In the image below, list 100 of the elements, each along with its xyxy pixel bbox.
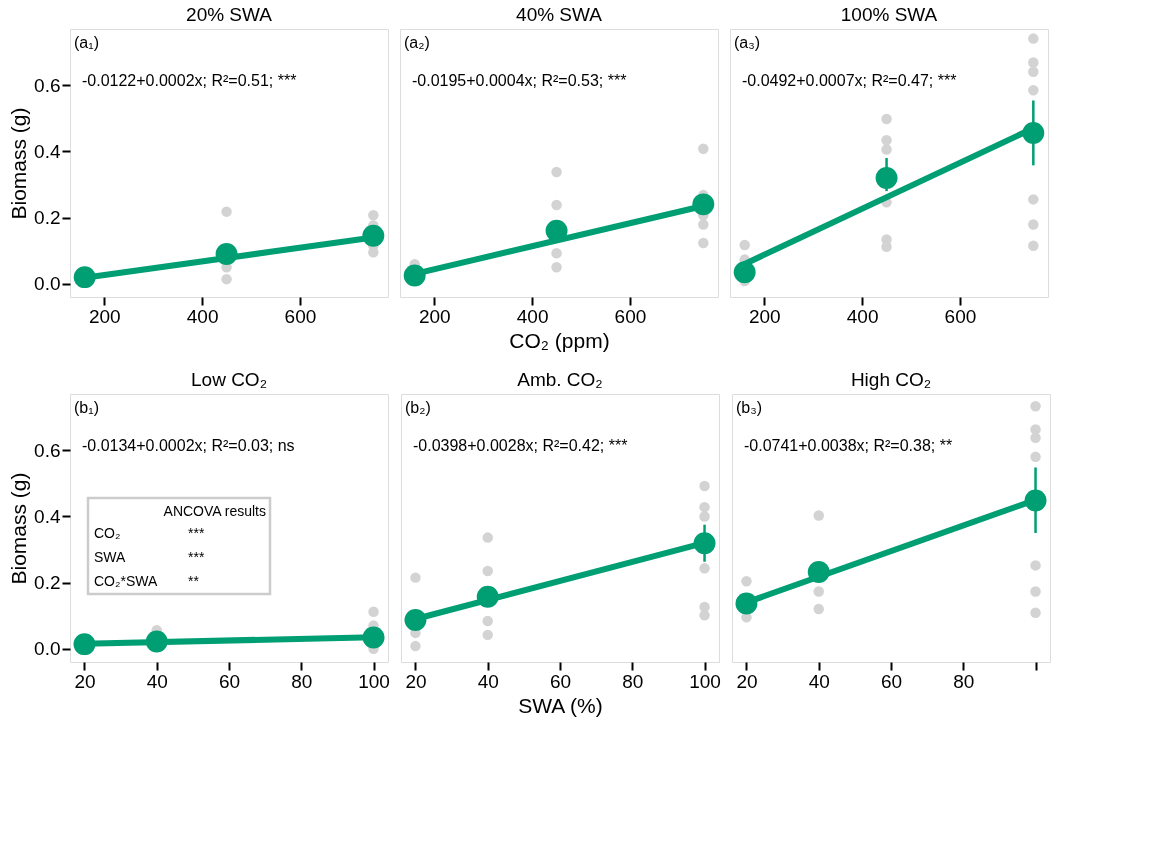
point: [482, 615, 493, 627]
point: [1028, 194, 1039, 205]
point: [699, 511, 710, 522]
point: [410, 640, 421, 652]
point: [735, 592, 758, 615]
point: [699, 563, 710, 574]
annotation: ***: [188, 549, 205, 565]
point: [404, 609, 427, 631]
x-tick-label: 100: [689, 670, 721, 692]
point: [875, 166, 898, 189]
x-tick-label: 200: [88, 305, 121, 327]
point: [699, 480, 710, 492]
point: [1030, 560, 1041, 571]
annotation: (b₁): [74, 399, 99, 416]
chart-title: 100% SWA: [840, 4, 938, 25]
annotation: (a₁): [74, 34, 99, 51]
x-tick-label: 60: [880, 670, 903, 692]
y-axis-title: Biomass (g): [7, 107, 31, 220]
annotation: -0.0122+0.0002x; R²=0.51; ***: [82, 72, 297, 89]
annotation: -0.0134+0.0002x; R²=0.03; ns: [82, 437, 295, 454]
y-tick-label: 0.2: [34, 572, 61, 594]
point: [145, 630, 168, 653]
annotation: -0.0195+0.0004x; R²=0.53; ***: [412, 72, 627, 89]
annotation: (b₂): [405, 399, 431, 416]
point: [551, 199, 562, 211]
point: [739, 239, 750, 251]
x-tick-label: 20: [736, 670, 758, 692]
x-axis-title: CO₂ (ppm): [509, 328, 610, 352]
x-tick-label: 40: [146, 670, 168, 692]
point: [881, 134, 892, 146]
y-axis-title: Biomass (g): [7, 472, 31, 585]
point: [1028, 240, 1039, 251]
annotation: -0.0492+0.0007x; R²=0.47; ***: [742, 72, 957, 89]
point: [1028, 57, 1039, 68]
point: [482, 565, 493, 577]
point: [1024, 489, 1047, 512]
x-tick-label: 200: [418, 305, 451, 327]
point: [813, 586, 824, 597]
point: [699, 501, 710, 513]
annotation: (a₂): [404, 34, 430, 51]
y-tick-label: 0.4: [34, 505, 61, 527]
point: [551, 261, 562, 273]
point: [881, 113, 892, 125]
x-tick-label: 20: [405, 670, 427, 692]
point: [403, 264, 426, 287]
point: [221, 206, 232, 217]
x-tick-label: 40: [477, 670, 499, 692]
x-tick-label: 400: [846, 305, 879, 327]
chart-title: Amb. CO₂: [517, 369, 603, 390]
point: [476, 585, 499, 608]
annotation: ***: [188, 525, 205, 541]
point: [73, 266, 96, 289]
point: [551, 166, 562, 178]
y-tick-label: 0.0: [34, 638, 61, 660]
x-tick-label: 80: [622, 670, 644, 692]
point: [692, 193, 715, 216]
y-tick-label: 0.6: [34, 74, 61, 96]
point: [362, 224, 385, 247]
point: [698, 237, 709, 249]
point: [1028, 84, 1039, 96]
x-tick-label: 80: [953, 670, 975, 692]
annotation: CO₂: [94, 525, 121, 541]
x-tick-label: 400: [516, 305, 549, 327]
point: [551, 248, 562, 259]
point: [1030, 607, 1041, 618]
point: [698, 219, 709, 230]
annotation: SWA: [94, 549, 127, 565]
x-tick-label: 400: [186, 305, 219, 327]
point: [813, 603, 824, 615]
x-tick-label: 600: [614, 305, 647, 327]
point: [1030, 586, 1041, 597]
y-tick-label: 0.4: [34, 140, 61, 162]
point: [1028, 33, 1039, 44]
annotation: **: [188, 573, 200, 589]
point: [545, 219, 568, 242]
x-axis-title: SWA (%): [518, 693, 603, 717]
point: [693, 532, 716, 555]
chart-title: 40% SWA: [516, 4, 603, 25]
point: [368, 606, 379, 617]
annotation: -0.0398+0.0028x; R²=0.42; ***: [413, 437, 628, 454]
annotation: (a₃): [734, 34, 761, 51]
x-tick-label: 80: [291, 670, 313, 692]
point: [215, 243, 238, 265]
point: [221, 273, 232, 285]
x-tick-label: 60: [549, 670, 572, 692]
point: [1030, 432, 1041, 443]
point: [482, 532, 493, 543]
point: [362, 626, 385, 649]
chart-title: 20% SWA: [186, 4, 273, 25]
x-tick-label: 600: [284, 305, 317, 327]
point: [73, 633, 96, 656]
annotation: -0.0741+0.0038x; R²=0.38; **: [744, 437, 953, 454]
annotation: CO₂*SWA: [94, 573, 158, 589]
x-tick-label: 200: [748, 305, 781, 327]
point: [1028, 219, 1039, 230]
point: [699, 610, 710, 621]
annotation: ANCOVA results: [163, 503, 266, 519]
point: [807, 561, 830, 583]
x-tick-label: 20: [74, 670, 96, 692]
x-tick-label: 60: [218, 670, 241, 692]
